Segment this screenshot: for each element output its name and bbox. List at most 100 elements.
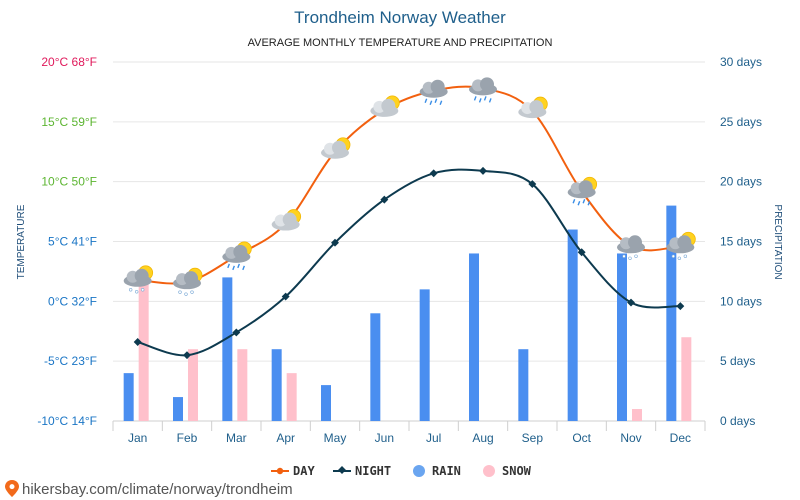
cloud-rain-icon	[469, 77, 497, 103]
month-label: Jun	[375, 431, 394, 445]
night-temperature-marker	[429, 169, 438, 178]
cloud-shape	[480, 77, 494, 92]
night-temperature-marker	[676, 302, 685, 311]
rain-bar	[222, 277, 233, 421]
rain-drop	[587, 200, 591, 206]
night-temperature-marker	[331, 238, 339, 247]
rain-drop	[232, 265, 235, 271]
legend-night-label: NIGHT	[355, 464, 391, 478]
night-temperature-marker	[528, 180, 537, 189]
month-label: Feb	[177, 431, 198, 445]
cloud-shape	[134, 268, 149, 283]
precipitation-tick-label: 5 days	[720, 354, 755, 368]
rain-bar	[370, 313, 381, 421]
temperature-tick-label: -5°C 23°F	[44, 354, 97, 368]
snow-bar	[681, 337, 692, 421]
rain-bar	[469, 253, 479, 421]
night-temperature-marker	[281, 292, 290, 301]
month-label: Nov	[620, 431, 641, 445]
rain-bar	[567, 229, 578, 421]
cloud-sun-icon	[370, 95, 400, 117]
cloud-shape	[430, 79, 445, 94]
cloud-shape	[184, 271, 198, 286]
rain-drop	[439, 100, 443, 105]
legend-day-label: DAY	[293, 464, 315, 478]
precipitation-tick-label: 10 days	[720, 294, 762, 308]
source-text: hikersbay.com/climate/norway/trondheim	[22, 481, 293, 498]
legend-item-snow[interactable]: SNOW	[483, 464, 532, 478]
temperature-tick-label: 10°C 50°F	[41, 175, 97, 189]
rain-bar	[419, 289, 430, 421]
source-link[interactable]: hikersbay.com/climate/norway/trondheim	[5, 480, 293, 498]
snow-flake	[184, 292, 188, 296]
temperature-tick-label: 5°C 41°F	[48, 235, 97, 249]
snow-flake	[671, 254, 676, 258]
snow-flake	[622, 254, 626, 258]
night-temperature-marker	[479, 166, 487, 175]
rain-bar	[518, 349, 529, 421]
snow-bar	[188, 349, 198, 421]
precipitation-tick-label: 20 days	[720, 175, 762, 189]
month-label: Apr	[276, 431, 295, 445]
snow-flake	[140, 288, 145, 292]
precipitation-tick-label: 30 days	[720, 55, 762, 69]
legend: DAY NIGHT RAIN SNOW	[271, 464, 532, 478]
rain-drop	[577, 200, 581, 206]
cloud-shape	[677, 235, 692, 250]
rain-drop	[242, 265, 245, 271]
legend-item-day[interactable]: DAY	[271, 464, 315, 478]
cloud-shape	[529, 100, 544, 115]
legend-snow-label: SNOW	[502, 464, 532, 478]
precipitation-axis-title: PRECIPITATION	[772, 204, 783, 279]
snow-bar	[138, 277, 149, 421]
precipitation-tick-label: 25 days	[720, 115, 762, 129]
temperature-axis-title: TEMPERATURE	[16, 204, 27, 279]
cloud-rain-sun-icon	[567, 176, 598, 206]
snow-flake	[677, 256, 682, 260]
precipitation-bars	[123, 205, 692, 421]
legend-item-rain[interactable]: RAIN	[413, 464, 461, 478]
snow-flake	[134, 290, 139, 294]
rain-drop	[572, 198, 576, 204]
cloud-snow-icon	[617, 235, 645, 260]
rain-drop	[434, 98, 438, 103]
legend-night-marker	[338, 466, 346, 474]
month-label: Dec	[670, 431, 691, 445]
cloud-rain-icon	[419, 79, 448, 105]
grid	[113, 61, 705, 422]
rain-drop	[424, 98, 428, 103]
rain-bar	[173, 397, 183, 421]
temperature-axis: 20°C 68°F 15°C 59°F 10°C 50°F 5°C 41°F 0°C 3…	[37, 55, 97, 428]
rain-drop	[483, 96, 487, 101]
cloud-sun-icon	[321, 137, 351, 159]
legend-rain-marker	[413, 465, 425, 477]
snow-bar	[286, 373, 297, 421]
snow-flake	[128, 288, 133, 292]
cloud-shape	[282, 212, 297, 227]
rain-drop	[488, 98, 492, 103]
cloud-snow-sun-icon	[173, 267, 203, 296]
month-label: Sep	[522, 431, 544, 445]
month-label: Mar	[226, 431, 247, 445]
temperature-lines	[133, 85, 685, 360]
location-pin-icon	[5, 480, 19, 497]
snow-flake	[190, 290, 194, 294]
rain-bar	[271, 349, 282, 421]
cloud-rain-sun-icon	[222, 241, 252, 271]
night-temperature-marker	[183, 351, 191, 360]
night-temperature-marker	[577, 248, 586, 257]
chart-subtitle: AVERAGE MONTHLY TEMPERATURE AND PRECIPIT…	[248, 37, 553, 49]
chart-title: Trondheim Norway Weather	[294, 8, 506, 27]
cloud-sun-icon	[271, 209, 302, 231]
snow-flake	[634, 254, 638, 258]
rain-bar	[123, 373, 134, 421]
snow-flake	[628, 256, 632, 260]
rain-drop	[582, 198, 586, 204]
legend-item-night[interactable]: NIGHT	[333, 464, 391, 478]
cloud-shape	[578, 180, 593, 195]
precipitation-tick-label: 15 days	[720, 235, 762, 249]
cloud-shape	[381, 98, 396, 113]
month-label: Aug	[472, 431, 493, 445]
night-temperature-line	[137, 168, 681, 357]
